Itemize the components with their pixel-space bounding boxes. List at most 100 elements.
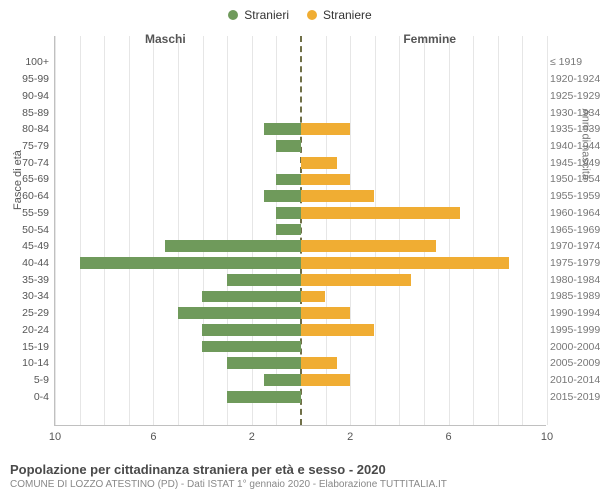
- pyramid-row: 80-841935-1939: [55, 121, 546, 138]
- age-label: 0-4: [5, 391, 49, 403]
- legend-label-male: Stranieri: [244, 8, 289, 22]
- birth-year-label: 1955-1959: [550, 190, 600, 202]
- age-label: 40-44: [5, 257, 49, 269]
- age-label: 20-24: [5, 324, 49, 336]
- bar-male: [276, 140, 301, 152]
- bar-female: [301, 207, 461, 219]
- legend-label-female: Straniere: [323, 8, 372, 22]
- pyramid-row: 60-641955-1959: [55, 188, 546, 205]
- pyramid-row: 70-741945-1949: [55, 154, 546, 171]
- birth-year-label: 2000-2004: [550, 341, 600, 353]
- pyramid-row: 65-691950-1954: [55, 171, 546, 188]
- age-label: 35-39: [5, 274, 49, 286]
- birth-year-label: 1970-1974: [550, 240, 600, 252]
- bar-male: [202, 341, 300, 353]
- bar-male: [227, 391, 301, 403]
- gridline: [547, 36, 548, 425]
- age-label: 100+: [5, 56, 49, 68]
- age-label: 30-34: [5, 290, 49, 302]
- x-tick: 2: [249, 431, 255, 443]
- pyramid-row: 95-991920-1924: [55, 71, 546, 88]
- bar-male: [276, 174, 301, 186]
- birth-year-label: 2015-2019: [550, 391, 600, 403]
- age-label: 95-99: [5, 73, 49, 85]
- pyramid-row: 5-92010-2014: [55, 372, 546, 389]
- birth-year-label: 1980-1984: [550, 274, 600, 286]
- birth-year-label: 1960-1964: [550, 207, 600, 219]
- birth-year-label: 2005-2009: [550, 357, 600, 369]
- birth-year-label: 1985-1989: [550, 290, 600, 302]
- x-tick: 6: [150, 431, 156, 443]
- section-title-female: Femmine: [403, 32, 456, 46]
- pyramid-plot: Maschi Femmine 100+≤ 191995-991920-19249…: [54, 36, 546, 426]
- age-label: 90-94: [5, 90, 49, 102]
- bar-female: [301, 257, 510, 269]
- legend-swatch-male: [228, 10, 238, 20]
- chart-footer: Popolazione per cittadinanza straniera p…: [10, 462, 590, 490]
- bar-female: [301, 274, 411, 286]
- age-label: 75-79: [5, 140, 49, 152]
- pyramid-row: 75-791940-1944: [55, 138, 546, 155]
- bar-female: [301, 190, 375, 202]
- bar-male: [276, 224, 301, 236]
- bar-female: [301, 174, 350, 186]
- bar-female: [301, 240, 436, 252]
- age-label: 5-9: [5, 374, 49, 386]
- pyramid-row: 0-42015-2019: [55, 388, 546, 405]
- pyramid-row: 35-391980-1984: [55, 271, 546, 288]
- birth-year-label: 2010-2014: [550, 374, 600, 386]
- birth-year-label: 1975-1979: [550, 257, 600, 269]
- pyramid-row: 20-241995-1999: [55, 322, 546, 339]
- x-tick: 6: [446, 431, 452, 443]
- legend-item-male: Stranieri: [228, 8, 289, 22]
- birth-year-label: 1920-1924: [550, 73, 600, 85]
- birth-year-label: 1935-1939: [550, 123, 600, 135]
- bar-male: [227, 274, 301, 286]
- footer-title: Popolazione per cittadinanza straniera p…: [10, 462, 590, 477]
- footer-subtitle: COMUNE DI LOZZO ATESTINO (PD) - Dati IST…: [10, 479, 590, 490]
- birth-year-label: 1930-1934: [550, 107, 600, 119]
- birth-year-label: 1950-1954: [550, 173, 600, 185]
- bar-male: [80, 257, 301, 269]
- pyramid-row: 90-941925-1929: [55, 87, 546, 104]
- x-tick: 10: [49, 431, 61, 443]
- pyramid-row: 30-341985-1989: [55, 288, 546, 305]
- birth-year-label: 1925-1929: [550, 90, 600, 102]
- pyramid-row: 85-891930-1934: [55, 104, 546, 121]
- pyramid-row: 15-192000-2004: [55, 338, 546, 355]
- bar-male: [276, 207, 301, 219]
- pyramid-row: 100+≤ 1919: [55, 54, 546, 71]
- birth-year-label: 1995-1999: [550, 324, 600, 336]
- age-label: 70-74: [5, 157, 49, 169]
- bar-male: [264, 190, 301, 202]
- bar-male: [202, 291, 300, 303]
- x-tick: 2: [347, 431, 353, 443]
- pyramid-rows: 100+≤ 191995-991920-192490-941925-192985…: [55, 54, 546, 405]
- birth-year-label: ≤ 1919: [550, 56, 600, 68]
- pyramid-row: 55-591960-1964: [55, 204, 546, 221]
- bar-male: [165, 240, 300, 252]
- pyramid-row: 10-142005-2009: [55, 355, 546, 372]
- age-label: 25-29: [5, 307, 49, 319]
- bar-female: [301, 374, 350, 386]
- age-label: 10-14: [5, 357, 49, 369]
- bar-male: [264, 374, 301, 386]
- age-label: 45-49: [5, 240, 49, 252]
- pyramid-row: 50-541965-1969: [55, 221, 546, 238]
- bar-female: [301, 324, 375, 336]
- bar-female: [301, 357, 338, 369]
- age-label: 65-69: [5, 173, 49, 185]
- age-label: 80-84: [5, 123, 49, 135]
- legend-item-female: Straniere: [307, 8, 372, 22]
- birth-year-label: 1990-1994: [550, 307, 600, 319]
- birth-year-label: 1965-1969: [550, 224, 600, 236]
- pyramid-row: 25-291990-1994: [55, 305, 546, 322]
- bar-female: [301, 157, 338, 169]
- bar-female: [301, 291, 326, 303]
- legend-swatch-female: [307, 10, 317, 20]
- bar-male: [227, 357, 301, 369]
- pyramid-row: 45-491970-1974: [55, 238, 546, 255]
- birth-year-label: 1945-1949: [550, 157, 600, 169]
- bar-male: [202, 324, 300, 336]
- legend: Stranieri Straniere: [0, 0, 600, 22]
